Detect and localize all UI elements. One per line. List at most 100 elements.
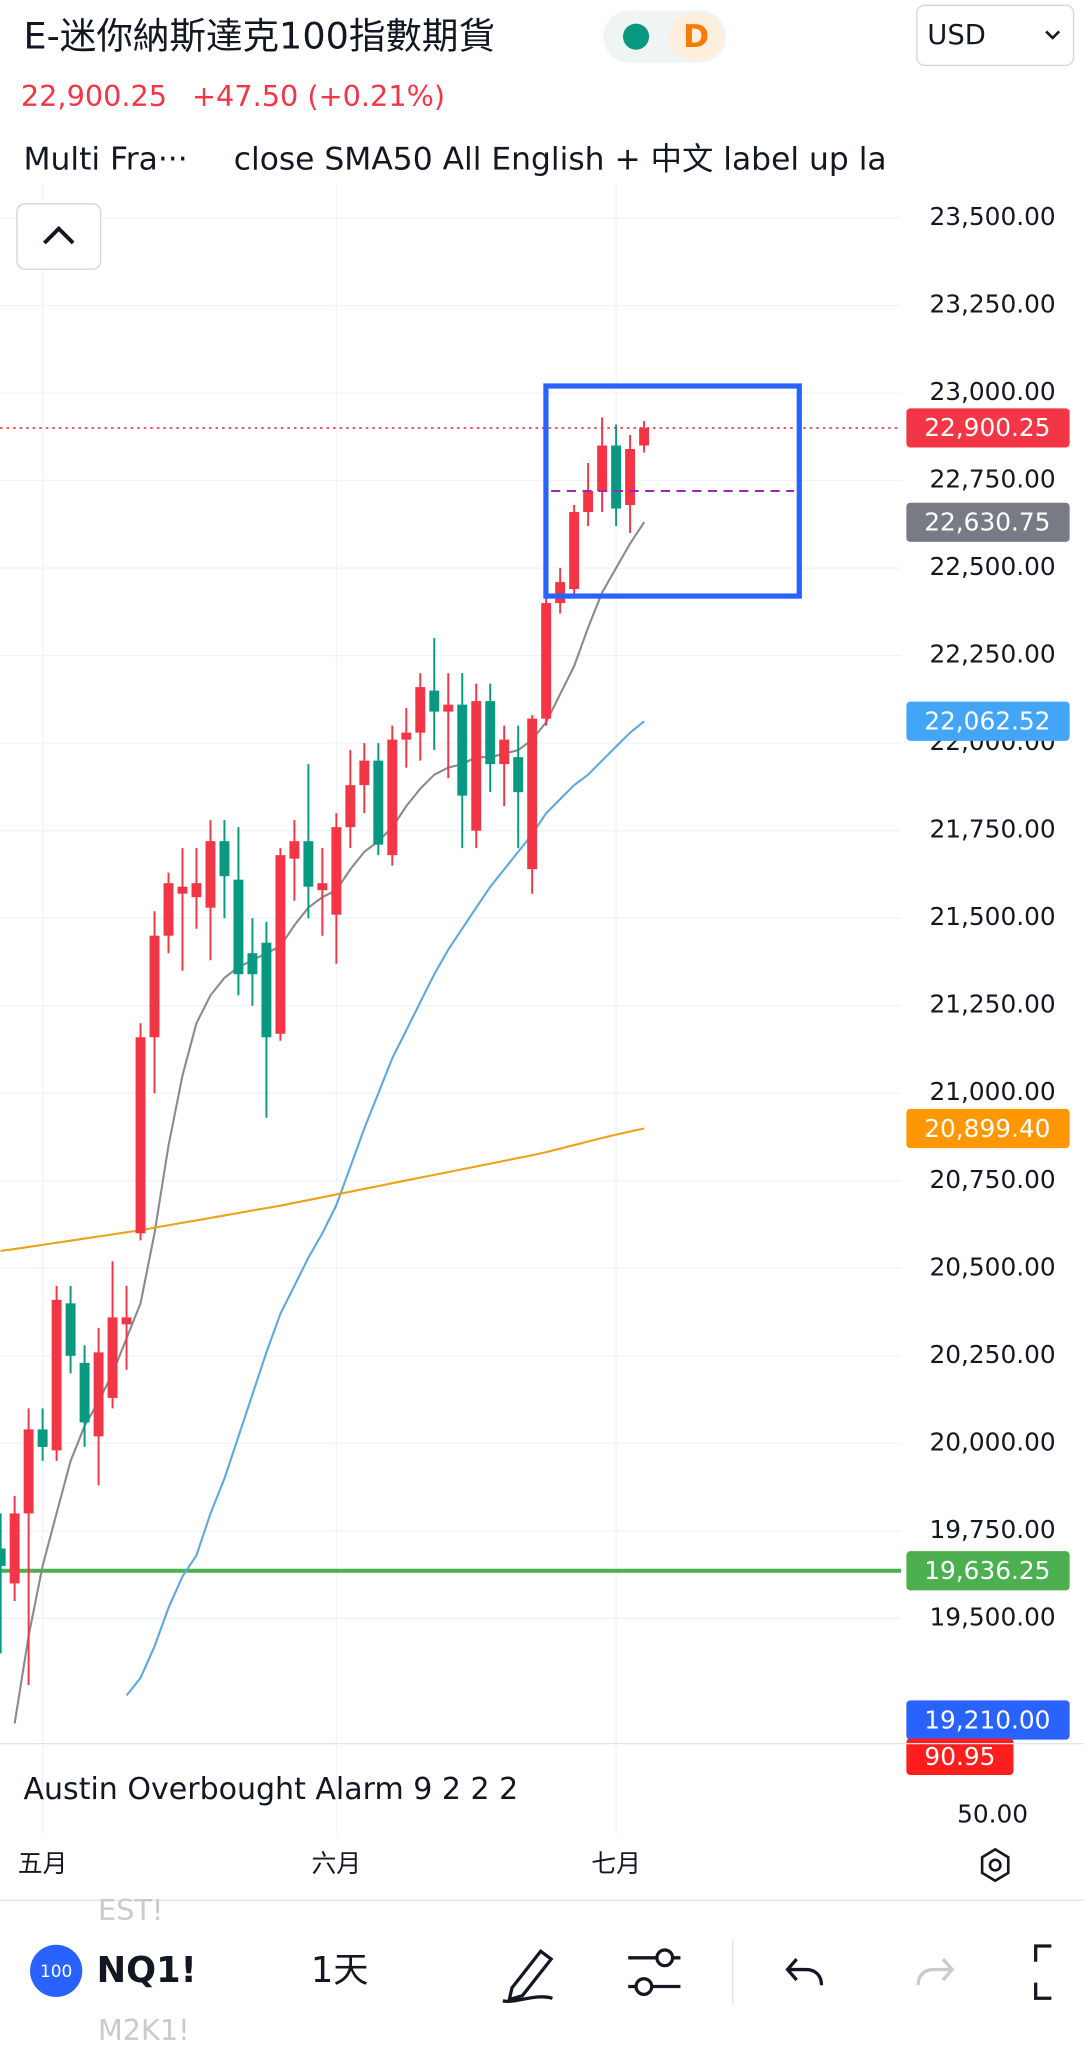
candle-body: [541, 603, 552, 719]
market-dot: [622, 23, 650, 50]
candle-body: [639, 427, 650, 446]
candle-body: [387, 739, 398, 856]
legend-left: Multi Fra···: [24, 142, 188, 178]
candle-body: [485, 701, 496, 765]
ghost-symbol-top: EST!: [98, 1893, 163, 1927]
y-tick-label: 23,250.00: [929, 289, 1055, 318]
fullscreen-icon[interactable]: [1034, 1944, 1052, 2000]
price-label: 22,630.75: [924, 508, 1050, 537]
delay-badge: D: [683, 19, 709, 55]
candle-body: [149, 935, 160, 1038]
y-tick-label: 23,000.00: [929, 377, 1055, 406]
y-tick-label: 23,500.00: [929, 202, 1055, 231]
candle-body: [443, 704, 454, 712]
candle-body: [261, 942, 272, 1038]
ghost-symbol-bottom: M2K1!: [98, 2013, 190, 2047]
settings-dot: [988, 1858, 1002, 1872]
symbol-logo: [30, 1944, 83, 1997]
y-tick-label: 19,750.00: [929, 1515, 1055, 1544]
change: +47.50 (+0.21%): [192, 79, 445, 113]
candle-body: [401, 732, 412, 740]
candle-body: [289, 841, 300, 859]
candle-body: [93, 1352, 104, 1437]
candle-body: [107, 1317, 118, 1398]
indicator-tick: 50.00: [957, 1799, 1028, 1828]
candle-body: [65, 1303, 76, 1356]
candle-body: [429, 690, 440, 712]
x-tick-label: 五月: [18, 1849, 68, 1878]
y-tick-label: 20,500.00: [929, 1252, 1055, 1281]
candle-body: [205, 841, 216, 908]
moving-average: [13, 521, 646, 1724]
candle-body: [37, 1429, 48, 1447]
candle-body: [51, 1299, 62, 1451]
up-arrow: [43, 225, 75, 245]
candle-body: [359, 760, 370, 786]
undo-icon[interactable]: [785, 1958, 824, 1986]
candle-body: [9, 1513, 20, 1584]
toolbar-interval[interactable]: 1天: [311, 1950, 369, 1991]
badge-bg: [668, 13, 724, 61]
indicator-value: 90.95: [924, 1742, 995, 1771]
price-label-bg: [906, 1108, 1070, 1149]
moving-average: [125, 720, 645, 1697]
candle-body: [177, 886, 188, 894]
redo-icon[interactable]: [916, 1958, 955, 1986]
y-tick-label: 22,500.00: [929, 552, 1055, 581]
candle-body: [569, 512, 580, 590]
candle-body: [373, 760, 384, 845]
x-tick-label: 六月: [312, 1849, 362, 1878]
candle-body: [527, 718, 538, 870]
candle-body: [121, 1317, 132, 1325]
candle-body: [331, 827, 342, 915]
candle-body: [499, 739, 510, 765]
candle-body: [303, 841, 314, 887]
collapse-button[interactable]: [16, 203, 102, 270]
settings-icon[interactable]: [980, 1847, 1010, 1883]
price-label-bg: [906, 408, 1070, 448]
candle-body: [219, 841, 230, 877]
y-tick-label: 21,500.00: [929, 902, 1055, 931]
candle-body: [471, 701, 482, 831]
candle-body: [191, 883, 202, 898]
price: 22,900.25: [21, 79, 167, 113]
plot-area: [0, 383, 902, 1724]
candle-body: [247, 953, 258, 975]
y-tick-label: 21,250.00: [929, 990, 1055, 1019]
price-label: 22,900.25: [924, 413, 1050, 442]
chevron: [1045, 30, 1061, 40]
candle-body: [79, 1362, 90, 1423]
candle-body: [597, 445, 608, 492]
legend-right: close SMA50 All English + 中文 label up la: [234, 142, 887, 178]
currency-select[interactable]: [916, 4, 1075, 67]
candle-body: [625, 449, 636, 506]
y-tick-label: 20,000.00: [929, 1427, 1055, 1456]
candle-body: [0, 1548, 6, 1566]
draw-icon[interactable]: [502, 1949, 554, 2003]
price-label-bg: [906, 1551, 1070, 1591]
y-tick-label: 20,750.00: [929, 1165, 1055, 1194]
price-label-bg: [906, 701, 1070, 741]
price-label-bg: [906, 502, 1070, 542]
y-tick-label: 22,250.00: [929, 640, 1055, 669]
candle-body: [23, 1429, 34, 1514]
candle-body: [457, 704, 468, 796]
y-tick-label: 19,500.00: [929, 1602, 1055, 1631]
candle-body: [415, 687, 426, 733]
price-label: 19,210.00: [924, 1705, 1050, 1734]
candle-body: [233, 879, 244, 975]
y-tick-label: 21,000.00: [929, 1077, 1055, 1106]
candle-body: [555, 582, 566, 604]
knob-2: [634, 1977, 654, 1997]
candle-body: [345, 785, 356, 828]
indicator-value-bg: [906, 1738, 1014, 1776]
candle-body: [317, 883, 328, 891]
y-tick-label: 21,750.00: [929, 815, 1055, 844]
moving-average: [0, 1127, 645, 1252]
candle-body: [513, 757, 524, 793]
candle-body: [275, 855, 286, 1034]
toolbar-symbol[interactable]: NQ1!: [97, 1950, 197, 1991]
y-tick-label: 22,750.00: [929, 465, 1055, 494]
